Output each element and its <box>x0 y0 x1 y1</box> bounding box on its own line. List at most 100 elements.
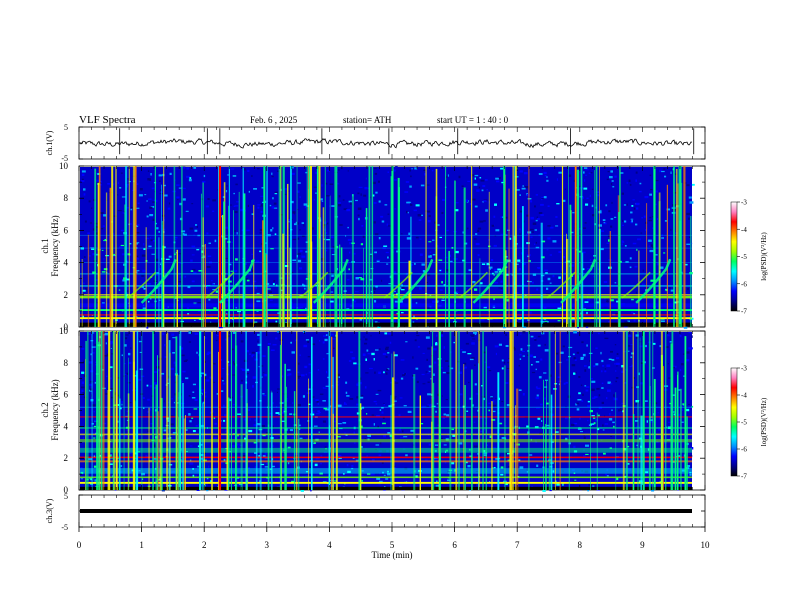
spectrogram-cell <box>105 393 108 395</box>
spectrogram-cell <box>253 280 257 283</box>
spectrogram-cell <box>128 352 131 356</box>
spectrogram-cell <box>200 424 204 428</box>
spectrogram-cell <box>659 169 662 173</box>
spectrogram-cell <box>584 222 587 224</box>
spectrogram-cell <box>361 475 364 477</box>
spectrogram-cell <box>330 405 332 408</box>
spectrogram-cell <box>389 341 392 344</box>
spectrogram-cell <box>443 346 445 349</box>
spectrogram-cell <box>458 442 463 445</box>
spectrogram-cell <box>512 346 516 350</box>
colorbar-tick-label-1: -4 <box>741 226 747 234</box>
spectrogram-cell <box>308 363 312 366</box>
spectrogram-cell <box>254 419 256 421</box>
spectrogram-cell <box>687 217 691 220</box>
spectrogram-cell <box>628 345 631 347</box>
spectrogram-cell <box>243 168 246 171</box>
spectrogram-cell <box>131 469 134 472</box>
spectrogram-sferic <box>448 250 450 327</box>
spectrogram-cell <box>301 235 305 238</box>
spectrogram-cell <box>223 237 228 240</box>
spectrogram-cell <box>527 198 532 200</box>
spectrogram-sferic <box>680 388 682 490</box>
freq-tick-label-5: 10 <box>59 326 69 336</box>
spectrogram-cell <box>685 408 690 412</box>
spectrogram-cell <box>271 478 275 480</box>
spectrogram-cell <box>474 333 477 335</box>
spectrogram-cell <box>286 374 290 377</box>
spectrogram-whistler-2 <box>312 258 349 304</box>
spectrogram-sferic <box>243 193 246 327</box>
spectrogram-cell <box>234 205 239 207</box>
spectrogram-sferic <box>335 331 338 490</box>
spectrogram-cell <box>327 376 329 379</box>
spectrogram-cell <box>420 423 424 425</box>
spectrogram-cell <box>526 471 529 473</box>
spectrogram-cell <box>399 397 403 399</box>
spectrogram-cell <box>501 367 504 370</box>
ch3-waveform-trace <box>80 509 692 513</box>
spectrogram-sferic <box>391 353 393 490</box>
spectrogram-cell <box>332 246 335 249</box>
spectrogram-cell <box>163 219 166 222</box>
spectrogram-cell <box>323 407 327 410</box>
spectrogram-cell <box>401 430 404 433</box>
spectrogram-cell <box>571 423 575 427</box>
time-axis: 0 1 2 3 4 5 6 7 8 9 10 <box>77 127 710 550</box>
spectrogram-cell <box>320 198 323 201</box>
spectrogram-band-9 <box>80 262 692 263</box>
spectrogram-cell <box>406 210 408 214</box>
spectrogram-cell <box>80 467 83 470</box>
spectrogram-cell <box>526 242 530 245</box>
spectrogram-cell <box>109 341 114 344</box>
spectrogram-cell <box>596 194 600 197</box>
spectrogram-cell <box>126 290 129 293</box>
spectrogram-cell <box>107 183 111 185</box>
spectrogram-cell <box>232 403 236 406</box>
spectrogram-cell <box>541 256 545 259</box>
spectrogram-cell <box>573 331 577 334</box>
spectrogram-cell <box>386 472 391 476</box>
spectrogram-sferic <box>329 195 331 327</box>
spectrogram-sferic <box>263 168 266 327</box>
spectrogram-cell <box>213 381 216 383</box>
spectrogram-cell <box>387 213 390 215</box>
spectrogram-cell <box>640 362 645 364</box>
spectrogram-cell <box>601 370 603 373</box>
spectrogram-cell <box>281 420 285 422</box>
spectrogram-cell <box>473 421 476 423</box>
spectrogram-cell <box>648 219 652 222</box>
spectrogram-cell <box>571 469 575 472</box>
spectrogram-cell <box>595 363 599 366</box>
spectrogram-cell <box>540 403 543 406</box>
spectrogram-cell <box>404 191 409 193</box>
spectrogram-cell <box>655 190 658 193</box>
spectrogram-cell <box>172 432 177 434</box>
spectrogram-sferic <box>439 331 441 490</box>
spectrogram-cell <box>615 377 619 379</box>
spectrogram-cell <box>82 289 86 292</box>
spectrogram-cell <box>428 214 431 218</box>
spectrogram-cell <box>383 435 386 438</box>
spectrogram-cell <box>369 253 373 255</box>
spectrogram-cell <box>272 283 275 285</box>
spectrogram-cell <box>274 192 278 195</box>
spectrogram-cell <box>631 205 634 207</box>
spectrogram-cell <box>603 222 607 225</box>
spectrogram-cell <box>353 252 356 255</box>
spectrogram-cell <box>278 413 282 415</box>
spectrogram-cell <box>648 239 652 242</box>
colorbar-gradient <box>730 367 738 477</box>
spectrogram-cell <box>338 204 342 207</box>
spectrogram-cell <box>264 374 267 377</box>
spectrogram-cell <box>616 477 619 481</box>
spectrogram-cell <box>121 196 126 198</box>
spectrogram-cell <box>604 337 609 340</box>
spectrogram-cell <box>681 363 684 366</box>
spectrogram-sferic <box>176 374 178 490</box>
date-label: Feb. 6 , 2025 <box>250 115 298 125</box>
spectrogram-cell <box>589 410 593 413</box>
spectrogram-cell <box>601 401 604 404</box>
spectrogram-cell <box>403 405 407 407</box>
spectrogram-cell <box>346 279 350 281</box>
